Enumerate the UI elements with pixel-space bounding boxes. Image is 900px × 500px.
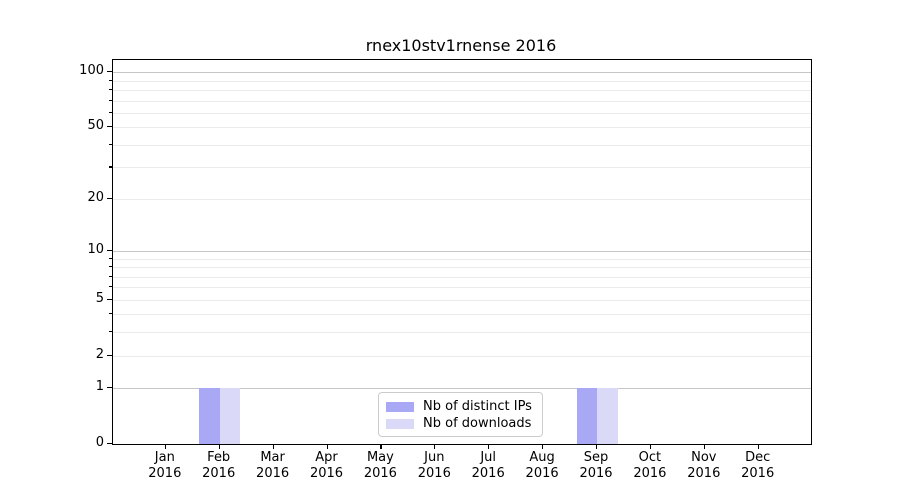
gridline-y-60	[113, 112, 811, 114]
gridline-y-4	[113, 314, 811, 316]
x-tick-11	[757, 444, 759, 449]
y-minor-tick-4	[109, 313, 112, 315]
x-tick-4	[380, 444, 382, 449]
y-minor-tick-30	[109, 166, 112, 168]
y-tick-label: 10	[87, 241, 104, 257]
y-minor-tick-6	[109, 286, 112, 288]
y-tick-label: 20	[87, 189, 104, 205]
gridline-y-2	[113, 355, 811, 357]
bar-distinct-ips	[199, 388, 220, 444]
y-tick-label: 1	[95, 379, 104, 395]
gridline-y-9	[113, 258, 811, 260]
gridline-y-50	[113, 127, 811, 129]
legend: Nb of distinct IPs Nb of downloads	[378, 392, 543, 437]
gridline-y-30	[113, 167, 811, 169]
x-tick-3	[326, 444, 328, 449]
x-tick-label: Dec 2016	[741, 450, 775, 481]
y-tick-50	[107, 126, 112, 128]
x-tick-9	[649, 444, 652, 449]
y-minor-tick-80	[109, 89, 112, 91]
x-tick-1	[218, 444, 220, 449]
bar-downloads	[219, 388, 241, 444]
gridline-y-6	[113, 287, 811, 289]
y-minor-tick-3	[109, 331, 112, 333]
y-minor-tick-60	[109, 111, 112, 113]
x-tick-label: Jan 2016	[148, 450, 182, 481]
x-tick-7	[542, 444, 544, 449]
x-tick-2	[272, 444, 274, 449]
x-tick-label: Apr 2016	[309, 450, 344, 481]
legend-label-distinct-ips: Nb of distinct IPs	[423, 399, 532, 414]
x-tick-label: Jul 2016	[471, 450, 505, 481]
gridline-y-8	[113, 267, 811, 268]
legend-item-distinct-ips: Nb of distinct IPs	[386, 398, 542, 415]
x-tick-6	[488, 444, 490, 449]
x-tick-0	[164, 444, 166, 449]
x-tick-10	[703, 444, 705, 449]
gridline-y-90	[113, 80, 811, 82]
y-tick-label: 0	[95, 435, 104, 450]
y-minor-tick-40	[109, 143, 112, 145]
x-tick-5	[434, 444, 436, 449]
y-minor-tick-90	[109, 79, 112, 81]
x-tick-label: Mar 2016	[256, 450, 290, 481]
x-tick-label: Nov 2016	[687, 450, 721, 481]
bar-distinct-ips	[576, 388, 597, 444]
x-tick-label: Jun 2016	[417, 450, 451, 481]
gridline-y-5	[113, 299, 811, 301]
gridline-y-1	[113, 388, 811, 390]
y-minor-tick-70	[109, 99, 112, 101]
x-tick-label: Feb 2016	[202, 450, 236, 481]
legend-item-downloads: Nb of downloads	[386, 415, 542, 432]
y-tick-10	[107, 249, 112, 251]
x-tick-label: Oct 2016	[633, 450, 667, 481]
y-tick-5	[107, 298, 112, 300]
gridline-y-80	[113, 90, 811, 91]
gridline-y-3	[113, 332, 811, 334]
gridline-y-70	[113, 100, 811, 102]
gridline-y-20	[113, 198, 811, 200]
gridline-y-7	[113, 276, 811, 278]
y-minor-tick-8	[109, 266, 112, 268]
gridline-y-40	[113, 144, 811, 146]
y-tick-label: 5	[95, 290, 104, 306]
x-tick-8	[596, 444, 598, 449]
y-tick-2	[107, 354, 112, 356]
legend-swatch-downloads	[386, 418, 414, 429]
legend-label-downloads: Nb of downloads	[423, 416, 532, 431]
y-tick-1	[107, 387, 112, 389]
bar-downloads	[597, 388, 618, 444]
y-tick-label: 50	[87, 118, 104, 134]
y-tick-label: 100	[79, 63, 104, 79]
y-minor-tick-7	[109, 275, 112, 277]
x-tick-label: Sep 2016	[579, 450, 613, 481]
y-tick-0	[107, 443, 112, 445]
y-minor-tick-9	[109, 257, 112, 259]
gridline-y-100	[113, 72, 811, 74]
y-tick-20	[107, 197, 112, 199]
legend-swatch-distinct-ips	[386, 401, 414, 412]
y-tick-label: 2	[95, 346, 104, 362]
x-tick-label: Aug 2016	[525, 450, 559, 481]
plot-area	[112, 59, 812, 445]
gridline-y-10	[113, 250, 811, 252]
y-tick-100	[107, 71, 112, 73]
x-tick-label: May 2016	[363, 450, 397, 481]
chart-title: rnex10stv1rnense 2016	[365, 36, 557, 55]
